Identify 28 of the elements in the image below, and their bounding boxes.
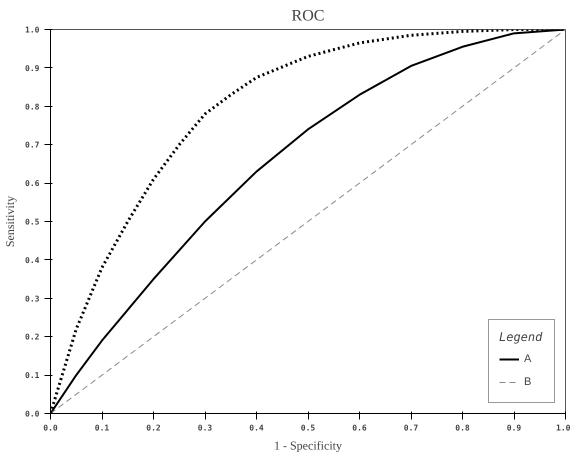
legend-label: A	[524, 353, 532, 365]
y-axis-title: Sensitivity	[3, 196, 18, 248]
y-tick-label: 0.2	[25, 332, 40, 342]
x-tick-label: 0.3	[198, 424, 212, 432]
y-tick-label: 1.0	[25, 26, 40, 34]
y-tick-label: 0.8	[25, 102, 40, 112]
y-tick-label: 0.3	[25, 294, 40, 304]
y-tick-label: 0.6	[25, 179, 40, 188]
y-tick-label: 0.4	[25, 256, 40, 265]
x-tick-label: 0.0	[43, 424, 58, 432]
y-tick-label: 0.5	[25, 218, 40, 226]
legend-title: Legend	[499, 330, 544, 344]
x-tick-label: 0.4	[249, 424, 264, 432]
x-axis-title: 1 - Specificity	[274, 438, 342, 452]
y-tick-label: 0.0	[25, 410, 40, 418]
x-tick-label: 0.1	[94, 424, 110, 432]
y-tick-label: 0.9	[25, 64, 40, 73]
x-tick-label: 0.8	[455, 424, 470, 432]
y-tick-label: 0.1	[25, 371, 40, 380]
y-tick-label: 0.7	[25, 140, 40, 150]
x-tick-label: 0.6	[352, 424, 367, 432]
x-tick-label: 0.2	[146, 424, 161, 432]
chart-title: ROC	[292, 8, 324, 24]
x-tick-label: 0.5	[300, 424, 316, 432]
x-tick-label: 1.0	[556, 424, 571, 432]
x-tick-label: 0.9	[506, 424, 522, 432]
legend-label: B	[524, 376, 532, 388]
x-tick-label: 0.7	[404, 424, 418, 432]
